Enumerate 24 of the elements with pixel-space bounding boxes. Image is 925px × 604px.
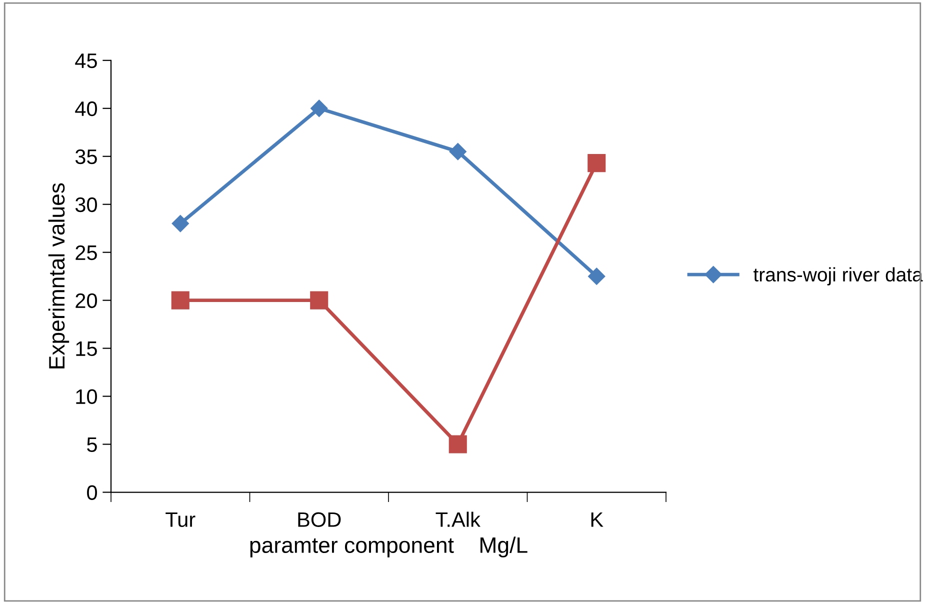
x-axis-title: paramter component Mg/L: [250, 536, 528, 558]
y-tick-label: 0: [87, 485, 97, 500]
y-tick-label: 40: [75, 101, 97, 116]
x-tick-label: T.Alk: [436, 512, 480, 527]
y-tick-label: 15: [76, 342, 97, 356]
y-tick-label: 25: [76, 245, 97, 260]
point: [310, 291, 328, 310]
point: [588, 268, 606, 285]
y-tick-label: 45: [75, 54, 97, 68]
point: [588, 154, 606, 172]
point: [448, 435, 467, 454]
y-axis-title: Experimntal values: [48, 183, 70, 368]
x-tick-label: K: [591, 512, 604, 527]
y-tick-label: 35: [75, 149, 97, 164]
y-tick-label: 20: [76, 293, 97, 308]
x-tick-label: BOD: [298, 512, 341, 528]
point: [171, 291, 190, 310]
y-tick-label: 10: [76, 389, 97, 404]
point: [172, 214, 189, 232]
x-tick-label: Tur: [166, 512, 196, 528]
y-tick-label: 30: [75, 197, 97, 212]
point: [449, 143, 466, 160]
y-tick-label: 5: [87, 437, 97, 452]
point: [310, 100, 328, 117]
